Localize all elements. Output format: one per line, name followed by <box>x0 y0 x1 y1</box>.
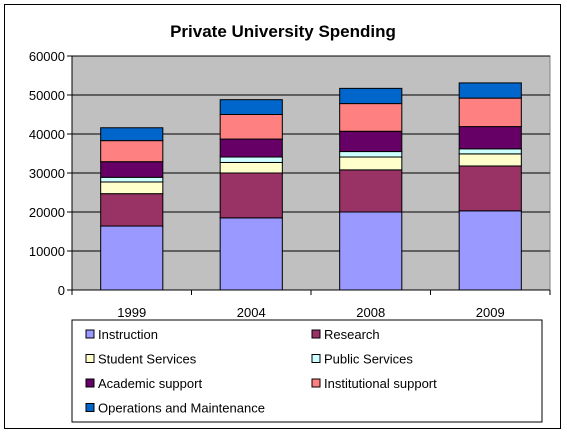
bar-segment <box>100 176 164 183</box>
x-tick-label: 2009 <box>476 305 505 320</box>
bar-segment <box>339 103 403 132</box>
bar-segment <box>100 140 164 163</box>
bar-segment <box>100 127 164 142</box>
legend: Instruction Research Student Services Publi… <box>71 319 543 423</box>
legend-swatch <box>85 378 95 388</box>
bar-segment <box>100 225 164 291</box>
legend-label: Academic support <box>98 376 202 391</box>
bar-segment <box>219 138 283 158</box>
legend-swatch <box>311 378 321 388</box>
bar-segment <box>458 210 522 291</box>
bar-segment <box>458 165 522 212</box>
y-tick-label: 20000 <box>29 205 65 220</box>
bar-segment <box>458 97 522 128</box>
bar-segment <box>219 217 283 291</box>
legend-label: Research <box>324 327 380 342</box>
bar-segment <box>219 172 283 219</box>
y-tick-label: 0 <box>58 283 65 298</box>
legend-label: Institutional support <box>324 376 437 391</box>
plot-area: 0 10000 20000 30000 40000 50000 60000 1999 2004 2… <box>29 49 551 320</box>
y-tick-label: 30000 <box>29 166 65 181</box>
y-tick-label: 40000 <box>29 127 65 142</box>
legend-label: Operations and Maintenance <box>98 401 265 416</box>
x-tick-label: 2004 <box>237 305 266 320</box>
bar-segment <box>339 211 403 291</box>
bar-segment <box>219 156 283 163</box>
bar-segment <box>339 156 403 171</box>
bar-segment <box>100 193 164 227</box>
legend-swatch <box>311 354 321 363</box>
bar-segment <box>339 130 403 153</box>
bar-segment <box>339 151 403 158</box>
x-tick-label: 2008 <box>356 305 385 320</box>
legend-swatch <box>311 329 321 339</box>
legend-label: Student Services <box>98 352 197 367</box>
legend-label: Public Services <box>324 352 413 367</box>
legend-swatch <box>85 403 95 412</box>
y-tick-label: 10000 <box>29 244 65 259</box>
y-tick-label: 50000 <box>29 88 65 103</box>
bar-segment <box>458 153 522 167</box>
bar-segment <box>458 82 522 99</box>
bar-segment <box>339 169 403 213</box>
bar-segment <box>100 181 164 195</box>
bar-segment <box>458 148 522 155</box>
bar-segment <box>219 161 283 174</box>
x-tick-label: 1999 <box>117 305 146 320</box>
legend-box <box>71 319 543 423</box>
bar-segment <box>100 161 164 178</box>
legend-label: Instruction <box>98 327 158 342</box>
bar-segment <box>458 126 522 150</box>
legend-swatch <box>85 329 95 339</box>
bar-segment <box>219 99 283 115</box>
legend-swatch <box>85 354 95 363</box>
bar-segment <box>339 87 403 105</box>
chart-title: Private University Spending <box>170 22 396 41</box>
bar-segment <box>219 114 283 140</box>
y-tick-label: 60000 <box>29 49 65 64</box>
